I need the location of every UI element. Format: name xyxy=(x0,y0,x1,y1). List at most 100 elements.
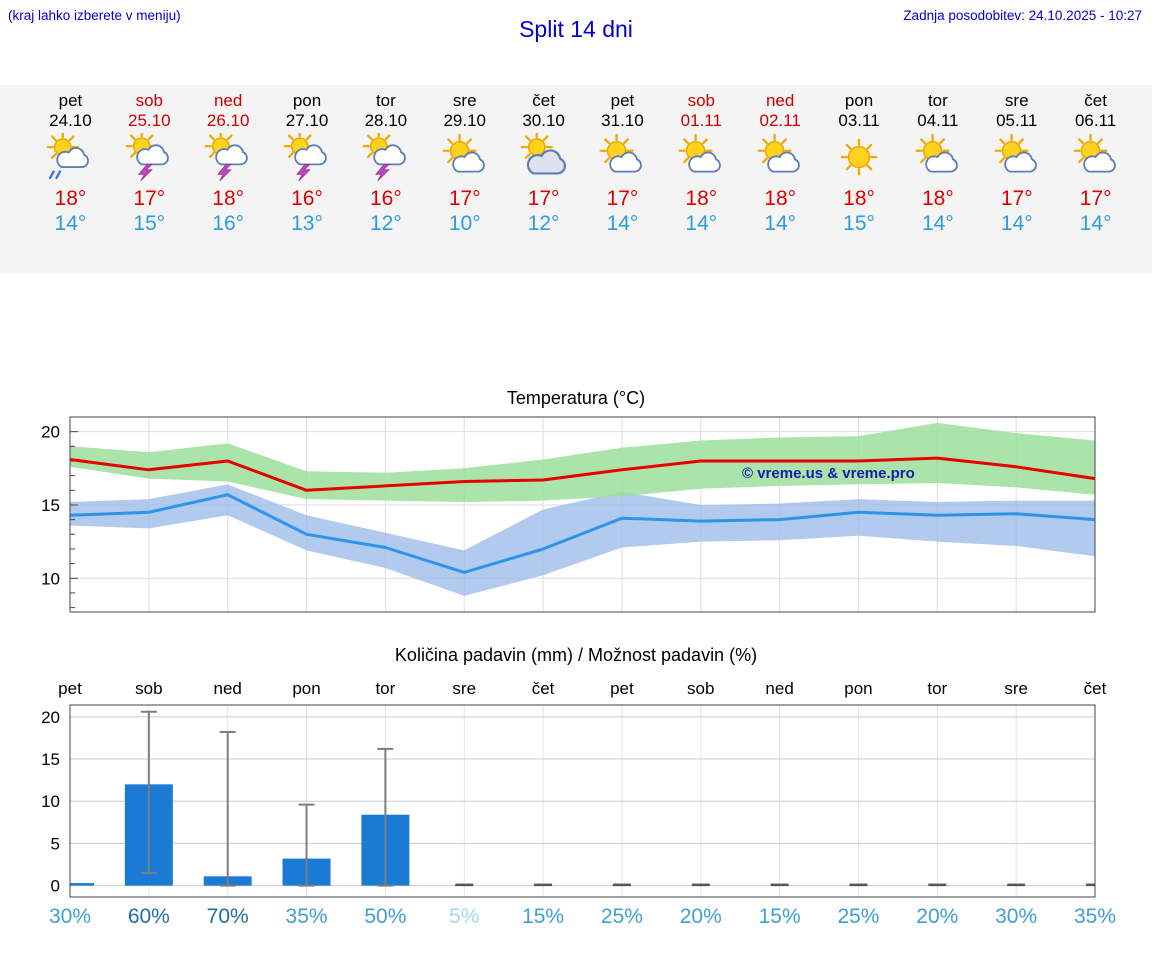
day-label: sre xyxy=(1004,679,1028,698)
precip-probability: 60% xyxy=(128,905,170,928)
day-label: tor xyxy=(375,679,395,698)
temp-low: 12° xyxy=(369,212,402,235)
day-date: 01.11 xyxy=(680,111,722,130)
forecast-strip: pet 24.10 18° 14° sob 25.10 17° 15° ned 26.10 18° 1… xyxy=(0,85,1152,273)
precip-probability: 5% xyxy=(449,905,479,928)
forecast-day: sob 25.10 17° 15° xyxy=(110,85,189,273)
day-name: pet xyxy=(58,91,83,110)
last-update: Zadnja posodobitev: 24.10.2025 - 10:27 xyxy=(903,8,1142,23)
precip-probability: 35% xyxy=(1074,905,1116,928)
day-date: 31.10 xyxy=(601,111,644,130)
precip-probability: 70% xyxy=(207,905,249,928)
precip-zero-tick xyxy=(770,883,789,887)
y-tick-label: 15 xyxy=(41,496,60,515)
temp-low: 15° xyxy=(133,212,166,235)
cloud-sun-icon xyxy=(504,130,583,185)
day-label: pon xyxy=(844,679,872,698)
day-date: 03.11 xyxy=(838,111,880,130)
watermark-link[interactable]: © vreme.us & vreme.pro xyxy=(742,465,915,482)
day-name: sob xyxy=(687,91,716,110)
sun-cloud-rain-icon xyxy=(31,130,110,185)
day-name: tor xyxy=(927,91,948,110)
forecast-day: pon 27.10 16° 13° xyxy=(268,85,347,273)
day-name: sob xyxy=(135,91,163,110)
forecast-days: pet 24.10 18° 14° sob 25.10 17° 15° ned 26.10 18° 1… xyxy=(31,85,1135,273)
sun-cloud-icon xyxy=(741,133,820,185)
sun-cloud-icon xyxy=(662,133,741,185)
temp-high: 17° xyxy=(606,187,639,210)
day-date: 26.10 xyxy=(206,111,250,130)
forecast-day: sob 01.11 18° 14° xyxy=(662,85,741,273)
temp-high: 17° xyxy=(1079,187,1112,210)
temp-high: 16° xyxy=(291,187,323,210)
temp-high: 18° xyxy=(54,187,87,210)
sun-cloud-icon xyxy=(977,133,1056,185)
sun-cloud-storm-icon xyxy=(189,130,268,185)
day-date: 24.10 xyxy=(49,111,92,130)
temp-low: 12° xyxy=(527,212,560,235)
forecast-day: čet 30.10 17° 12° xyxy=(504,85,583,273)
temp-high: 16° xyxy=(369,187,402,210)
sun-cloud-storm-icon xyxy=(268,130,347,185)
precip-chart-title: Količina padavin (mm) / Možnost padavin … xyxy=(394,645,758,665)
day-name: ned xyxy=(213,91,243,110)
day-name: pon xyxy=(292,91,322,110)
temp-high: 17° xyxy=(527,187,560,210)
precip-zero-tick xyxy=(612,883,631,887)
precip-zero-tick xyxy=(1007,883,1026,887)
temp-low: 14° xyxy=(685,212,718,235)
day-label: čet xyxy=(532,679,555,698)
location-hint: (kraj lahko izberete v meniju) xyxy=(8,8,181,23)
sun-cloud-icon xyxy=(1056,133,1135,185)
sun-cloud-icon xyxy=(425,133,504,185)
temp-min-range xyxy=(70,484,1095,596)
temperature-chart-title: Temperatura (°C) xyxy=(506,388,646,408)
y-tick-label: 5 xyxy=(51,834,60,853)
precipitation-chart: pet sob ned pon tor sre čet pet sob ned pon tor sre č… xyxy=(41,679,1116,928)
temp-low: 10° xyxy=(448,212,481,235)
day-label: sob xyxy=(135,679,162,698)
precip-zero-tick xyxy=(928,883,947,887)
day-label: ned xyxy=(214,679,242,698)
day-date: 04.11 xyxy=(917,111,959,130)
precip-zero-tick xyxy=(691,883,710,887)
temp-high: 17° xyxy=(1000,187,1033,210)
day-label: pet xyxy=(610,679,634,698)
precip-zero-tick xyxy=(534,883,553,887)
temp-low: 14° xyxy=(54,212,87,235)
precip-probability: 20% xyxy=(916,905,958,928)
temp-low: 14° xyxy=(764,212,797,235)
day-name: tor xyxy=(375,91,396,110)
temp-low: 15° xyxy=(843,212,875,235)
precip-probability: 15% xyxy=(522,905,564,928)
temp-low: 14° xyxy=(1079,212,1112,235)
precip-probability: 15% xyxy=(759,905,801,928)
day-label: čet xyxy=(1084,679,1107,698)
temp-max-range xyxy=(70,422,1095,502)
y-tick-label: 20 xyxy=(41,423,60,442)
temperature-chart: 10 15 20 © vreme.us & vreme.pro xyxy=(41,416,1096,613)
sun-cloud-icon xyxy=(583,133,662,185)
temp-high: 18° xyxy=(764,187,797,210)
day-name: sre xyxy=(1004,91,1029,110)
y-tick-label: 10 xyxy=(41,569,60,588)
precip-probability: 25% xyxy=(601,905,643,928)
temp-low: 14° xyxy=(922,212,954,235)
forecast-day: čet 06.11 17° 14° xyxy=(1056,85,1135,273)
temp-high: 18° xyxy=(843,187,875,210)
precip-probability: 30% xyxy=(995,905,1037,928)
temp-high: 17° xyxy=(133,187,166,210)
temp-min-line xyxy=(69,493,1096,574)
day-date: 28.10 xyxy=(364,111,408,130)
day-date: 02.11 xyxy=(759,111,801,130)
forecast-day: tor 04.11 18° 14° xyxy=(898,85,977,273)
precip-probability: 25% xyxy=(837,905,879,928)
forecast-day: tor 28.10 16° 12° xyxy=(346,85,425,273)
day-name: pon xyxy=(844,91,874,110)
forecast-day: sre 05.11 17° 14° xyxy=(977,85,1056,273)
forecast-day: pon 03.11 18° 15° xyxy=(820,85,899,273)
precip-probability: 30% xyxy=(49,905,91,928)
temp-high: 18° xyxy=(212,187,245,210)
precip-probability: 35% xyxy=(286,905,328,928)
day-date: 30.10 xyxy=(522,111,565,130)
